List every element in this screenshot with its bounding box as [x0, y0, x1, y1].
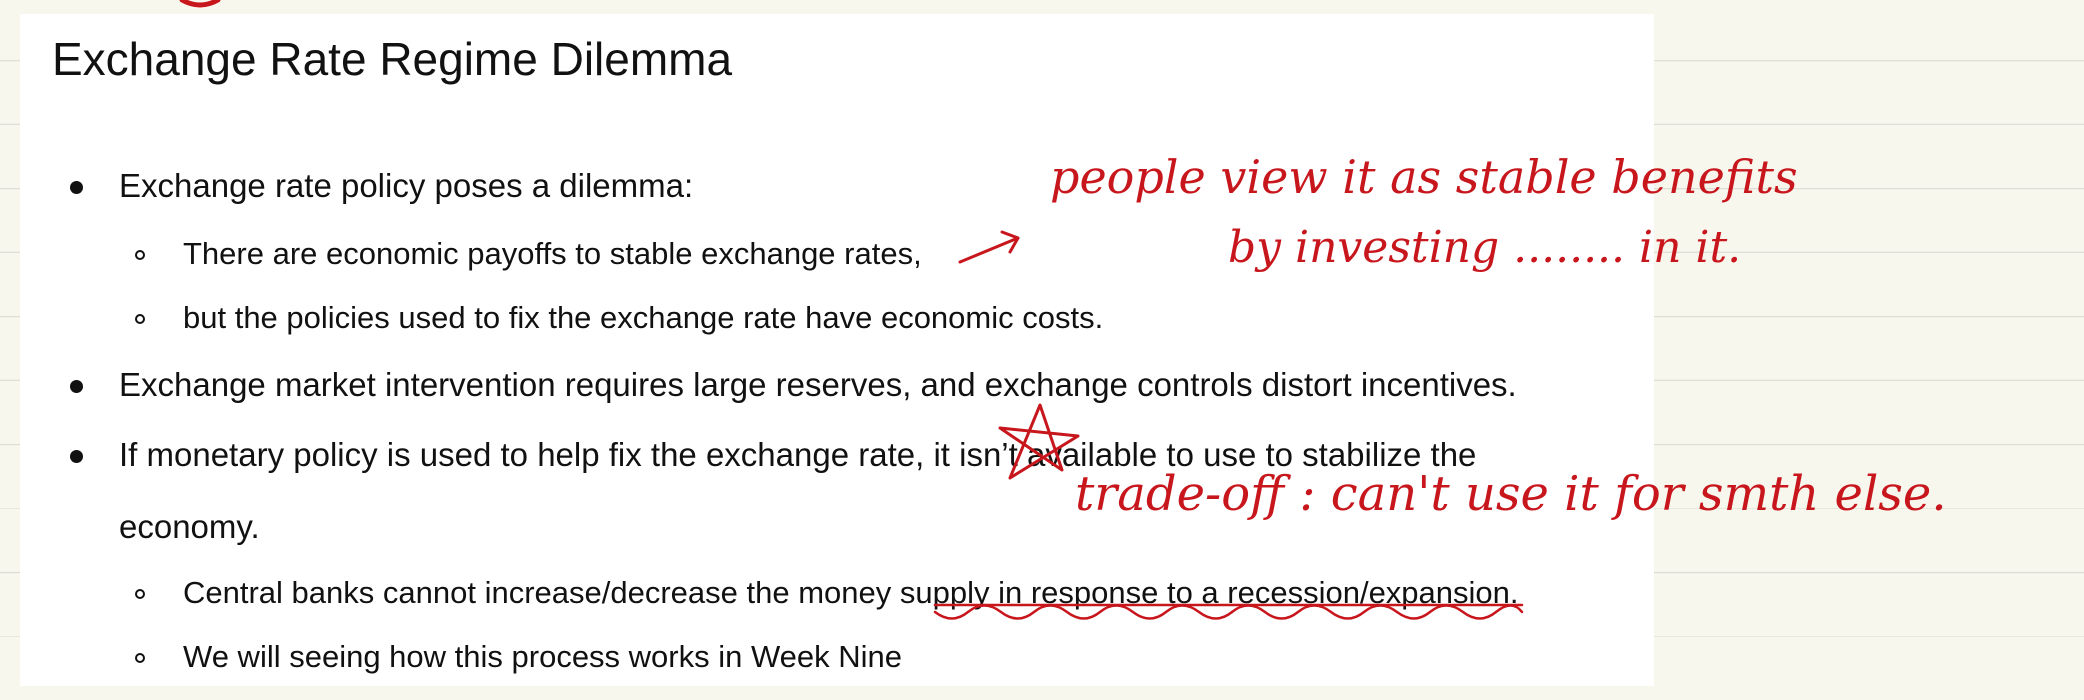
sub-bullet-circle — [135, 653, 145, 663]
sub-bullet-circle — [135, 314, 145, 324]
handwritten-note-line-2: by investing ........ in it. — [1228, 222, 1742, 273]
bullet-dot — [70, 380, 83, 393]
ink-mark — [179, 0, 221, 8]
bullet-dot — [70, 181, 83, 194]
handwritten-note-trade-off: trade-off : can't use it for smth else. — [1075, 466, 1947, 522]
slide-title: Exchange Rate Regime Dilemma — [52, 33, 733, 85]
bullet-text: Exchange market intervention requires la… — [119, 366, 1517, 403]
sub-bullet-text: but the policies used to fix the exchang… — [183, 300, 1104, 335]
bullet-text-continuation: economy. — [119, 508, 260, 545]
sub-bullet-circle — [135, 589, 145, 599]
sub-bullet-circle — [135, 250, 145, 260]
bullet-text: If monetary policy is used to help fix t… — [119, 436, 1477, 473]
arrow-icon — [958, 230, 1020, 264]
bullet-dot — [70, 450, 83, 463]
sub-bullet-text: There are economic payoffs to stable exc… — [183, 236, 922, 271]
slide: Exchange Rate Regime Dilemma — [20, 14, 1654, 686]
sub-bullet-text: We will seeing how this process works in… — [183, 639, 903, 674]
wavy-underline-stroke — [933, 604, 1524, 620]
handwritten-note-line-1: people view it as stable benefits — [1050, 150, 1798, 204]
star-scribble-icon — [998, 403, 1080, 480]
bullet-text: Exchange rate policy poses a dilemma: — [119, 167, 694, 204]
